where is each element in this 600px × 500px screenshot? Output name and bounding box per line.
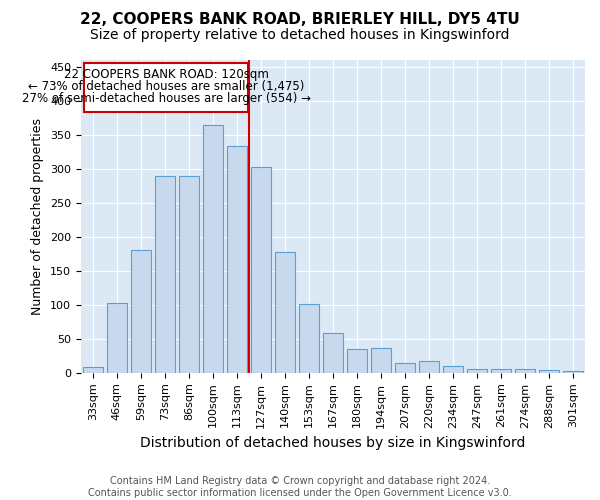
Bar [227, 146, 247, 373]
Text: 22, COOPERS BANK ROAD, BRIERLEY HILL, DY5 4TU: 22, COOPERS BANK ROAD, BRIERLEY HILL, DY… [80, 12, 520, 28]
Bar [419, 360, 439, 373]
Bar [131, 250, 151, 373]
Text: 22 COOPERS BANK ROAD: 120sqm: 22 COOPERS BANK ROAD: 120sqm [64, 68, 269, 82]
Bar [107, 303, 127, 373]
Bar [491, 370, 511, 373]
Bar [275, 252, 295, 373]
Bar [155, 176, 175, 373]
FancyBboxPatch shape [85, 62, 248, 112]
Bar [467, 370, 487, 373]
Bar [251, 167, 271, 373]
Bar [347, 349, 367, 373]
Bar [371, 348, 391, 373]
Bar [83, 368, 103, 373]
Bar [299, 304, 319, 373]
Y-axis label: Number of detached properties: Number of detached properties [31, 118, 44, 315]
Text: ← 73% of detached houses are smaller (1,475): ← 73% of detached houses are smaller (1,… [28, 80, 304, 93]
Text: 27% of semi-detached houses are larger (554) →: 27% of semi-detached houses are larger (… [22, 92, 311, 104]
Bar [203, 124, 223, 373]
Bar [395, 364, 415, 373]
X-axis label: Distribution of detached houses by size in Kingswinford: Distribution of detached houses by size … [140, 436, 526, 450]
Bar [563, 371, 583, 373]
Bar [515, 370, 535, 373]
Bar [323, 334, 343, 373]
Text: Size of property relative to detached houses in Kingswinford: Size of property relative to detached ho… [90, 28, 510, 42]
Bar [179, 176, 199, 373]
Text: Contains HM Land Registry data © Crown copyright and database right 2024.
Contai: Contains HM Land Registry data © Crown c… [88, 476, 512, 498]
Bar [443, 366, 463, 373]
Bar [539, 370, 559, 373]
